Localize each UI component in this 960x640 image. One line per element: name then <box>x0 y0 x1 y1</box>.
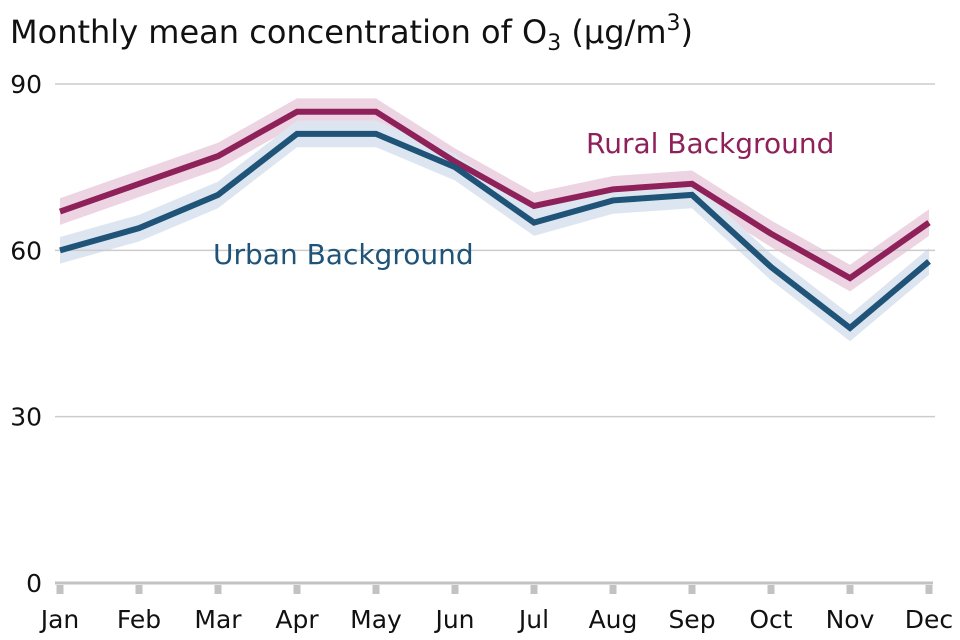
x-tick-oct <box>767 585 775 594</box>
x-axis-label-feb: Feb <box>117 605 161 634</box>
chart-title: Monthly mean concentration of O3 (µg/m3) <box>10 11 693 56</box>
x-tick-apr <box>293 585 301 594</box>
series-line-urban-background <box>59 130 931 332</box>
y-axis-label-60: 60 <box>10 236 42 265</box>
chart-title-subscript: 3 <box>547 31 562 56</box>
chart-title-superscript: 3 <box>666 11 681 36</box>
x-axis-label-nov: Nov <box>826 605 875 634</box>
y-axis-label-90: 90 <box>10 70 42 99</box>
x-axis-label-dec: Dec <box>905 605 953 634</box>
x-tick-feb <box>135 585 143 594</box>
x-tick-mar <box>214 585 222 594</box>
x-axis-label-sep: Sep <box>668 605 715 634</box>
x-axis-label-jul: Jul <box>517 605 549 634</box>
x-axis-label-jun: Jun <box>433 605 474 634</box>
x-tick-jan <box>56 585 64 594</box>
x-tick-dec <box>925 585 933 594</box>
chart-title-prefix: Monthly mean concentration of O <box>10 13 548 51</box>
legend-urban-background: Urban Background <box>213 238 474 271</box>
chart-title-mid: (µg/m <box>561 13 667 51</box>
x-axis-label-apr: Apr <box>275 605 319 634</box>
legend-rural-background: Rural Background <box>586 127 835 160</box>
x-axis-label-mar: Mar <box>194 605 242 634</box>
chart-title-suffix: ) <box>680 13 693 51</box>
x-axis-label-oct: Oct <box>749 605 792 634</box>
x-axis-label-jan: Jan <box>39 605 80 634</box>
x-tick-nov <box>846 585 854 594</box>
x-axis-label-may: May <box>350 605 402 634</box>
series-line-rural-background <box>59 108 931 282</box>
x-tick-aug <box>609 585 617 594</box>
x-axis-label-aug: Aug <box>589 605 638 634</box>
x-tick-may <box>372 585 380 594</box>
x-tick-jun <box>451 585 459 594</box>
x-tick-sep <box>688 585 696 594</box>
y-axis-label-30: 30 <box>10 403 42 432</box>
y-axis-label-0: 0 <box>26 569 42 598</box>
x-tick-jul <box>530 585 538 594</box>
